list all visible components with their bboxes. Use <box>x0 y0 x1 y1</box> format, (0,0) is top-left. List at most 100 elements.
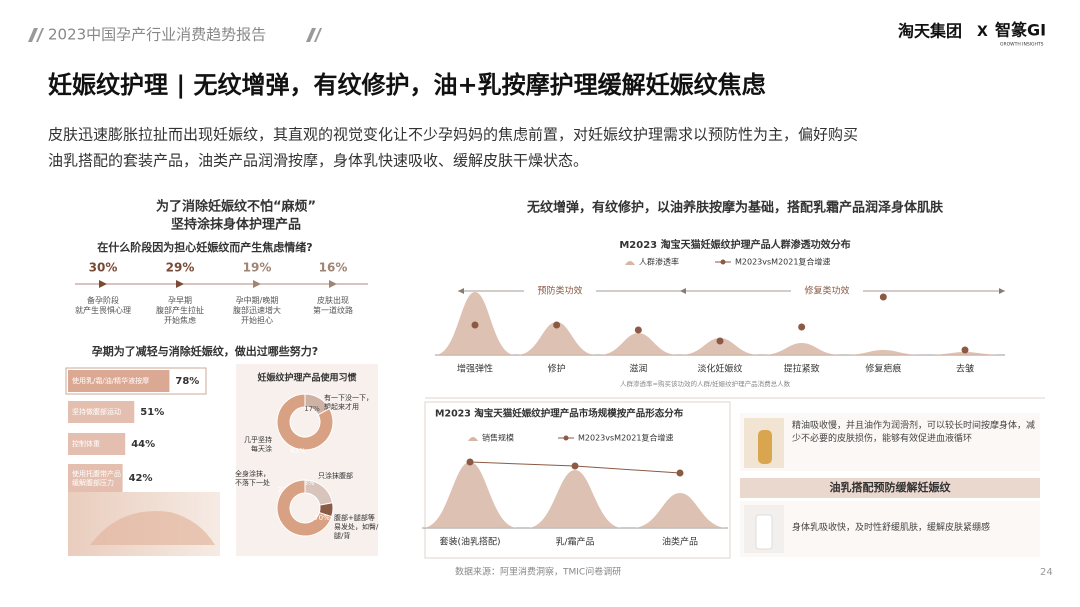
lotion-text: 身体乳吸收快，及时性舒缓肌肤，缓解皮肤紧绷感 <box>792 523 991 533</box>
category-label: 乳/霜产品 <box>555 536 594 548</box>
slash-mark <box>28 28 44 42</box>
legend-swatch <box>468 437 478 441</box>
donut-value: 17% <box>304 405 320 413</box>
brand-x: X <box>977 24 988 40</box>
peak <box>761 343 842 355</box>
chart-note: 人群渗透率=购买该功效的人群/妊娠纹护理产品消费总人数 <box>620 379 791 388</box>
peak <box>632 493 728 528</box>
legend-label: 销售规模 <box>482 433 514 443</box>
stage-label: 皮肤出现第一道纹路 <box>313 295 353 315</box>
category-label: 增强弹性 <box>457 363 493 375</box>
category-label: 修复疤痕 <box>865 363 901 375</box>
stage-label: 备孕阶段就产生畏惧心理 <box>75 295 131 315</box>
donut-label: 有一下没一下，想起来才用 <box>324 393 373 411</box>
category-label: 滋润 <box>629 363 647 375</box>
brand: 淘天集团 <box>898 22 962 41</box>
oil-bottle <box>758 430 772 464</box>
bar <box>68 370 170 392</box>
donut-label: 几乎坚持每天涂 <box>244 435 272 453</box>
banner <box>740 478 1040 498</box>
growth-dot <box>466 458 474 466</box>
stage-label: 孕早期腹部产生拉扯开始焦虑 <box>156 296 204 325</box>
page-number: 24 <box>1040 567 1053 578</box>
growth-dot <box>571 462 579 470</box>
bar <box>68 401 135 423</box>
stage-value: 29% <box>166 261 195 275</box>
growth-dot <box>798 323 806 331</box>
donut-segment <box>276 393 334 451</box>
group-label-bg <box>524 284 596 298</box>
question: 孕期为了减轻与消除妊娠纹，做出过哪些努力? <box>92 344 318 358</box>
oil-text: 精油吸收慢，并且油作为润滑剂，可以较长时间按摩身体，减少不必要的皮肤损伤，能够有… <box>792 421 1036 444</box>
legend-label: M2023vsM2021复合增速 <box>578 433 673 443</box>
description: 油乳搭配的套装产品，油类产品润滑按摩，身体乳快速吸收、缓解皮肤干燥状态。 <box>48 152 588 170</box>
stage-value: 19% <box>243 261 272 275</box>
group-label: 预防类功效 <box>537 285 582 297</box>
growth-dot <box>471 321 479 329</box>
category-label: 油类产品 <box>662 536 698 548</box>
category-label: 套装(油乳搭配) <box>439 536 500 548</box>
report-title: 2023中国孕产行业消费趋势报告 <box>48 26 266 44</box>
donut-label: 只涂抹腹部 <box>318 471 353 480</box>
bar-value: 51% <box>140 407 164 418</box>
growth-dot <box>879 293 887 301</box>
banner-text: 油乳搭配预防缓解妊娠纹 <box>830 480 952 494</box>
left-heading: 坚持涂抹身体护理产品 <box>171 217 301 233</box>
category-label: 淡化妊娠纹 <box>697 363 742 375</box>
question: 在什么阶段因为担心妊娠纹而产生焦虑情绪? <box>97 240 312 254</box>
stage-marker <box>176 280 184 288</box>
donut-segment <box>276 479 333 537</box>
stage-marker <box>253 280 261 288</box>
stage-label: 孕中期/晚期腹部迅速增大开始担心 <box>233 295 281 325</box>
left-heading: 为了消除妊娠纹不怕“麻烦” <box>156 199 316 215</box>
highlight <box>65 367 207 395</box>
category-label: 修护 <box>548 363 566 375</box>
bar-value: 44% <box>131 439 155 450</box>
brand-partner: 智篆GI <box>995 21 1046 40</box>
bar-value: 42% <box>129 473 153 484</box>
card <box>740 501 1040 557</box>
lotion-text-box: 身体乳吸收快，及时性舒缓肌肤，缓解皮肤紧绷感 <box>792 523 991 533</box>
bar <box>68 433 126 455</box>
bar-value: 78% <box>175 376 199 387</box>
stage-value: 16% <box>319 261 348 275</box>
donut-label: 腹部+腿部等易发处，如臀/腿/背 <box>334 513 379 540</box>
chart-title: M2023 淘宝天猫妊娠纹护理产品人群渗透功效分布 <box>619 238 850 251</box>
bar-label: 使用乳/霜/油/精华液按摩 <box>72 376 149 385</box>
legend-label: M2023vsM2021复合增速 <box>735 257 830 267</box>
description: 皮肤迅速膨胀拉扯而出现妊娠纹，其直观的视觉变化让不少孕妈妈的焦虑前置，对妊娠纹护… <box>48 126 858 144</box>
legend-label: 人群渗透率 <box>639 257 679 267</box>
donut-value: 8% <box>303 479 314 487</box>
bar <box>68 464 123 492</box>
card <box>740 413 1040 471</box>
growth-dot <box>553 321 561 329</box>
category-label: 提拉紧致 <box>784 363 820 375</box>
bar-label: 控制体重 <box>72 439 100 448</box>
brand-partner-sub: GROWTH INSIGHTS <box>1000 42 1044 48</box>
peak <box>516 322 597 355</box>
photo-hand <box>90 510 215 545</box>
right-heading: 无纹增弹，有纹修护，以油养肤按摩为基础，搭配乳霜产品润泽身体肌肤 <box>526 200 944 216</box>
chart-frame <box>424 401 731 559</box>
donut-value: 83% <box>290 447 306 455</box>
category-label: 去皱 <box>956 363 974 375</box>
peak <box>843 350 924 355</box>
donut-value: 70% <box>314 514 330 522</box>
growth-dot <box>716 337 724 345</box>
legend-swatch <box>625 261 635 265</box>
growth-dot <box>676 469 684 477</box>
peak <box>527 470 623 528</box>
slash-mark <box>306 28 322 42</box>
bar-label: 坚持做腹部运动 <box>72 407 121 416</box>
bar-label: 使用托腹带产品缓解腹部压力 <box>72 469 121 487</box>
legend-swatch <box>563 435 569 441</box>
oil-text-box: 精油吸收慢，并且油作为润滑剂，可以较长时间按摩身体，减少不必要的皮肤损伤，能够有… <box>792 421 1036 444</box>
growth-dot <box>961 346 969 354</box>
lotion-bottle <box>755 514 773 550</box>
stage-marker <box>99 280 107 288</box>
donut-title: 妊娠纹护理产品使用习惯 <box>257 372 356 384</box>
growth-dot <box>634 326 642 334</box>
group-label: 修复类功效 <box>804 285 849 297</box>
peak <box>680 338 760 355</box>
